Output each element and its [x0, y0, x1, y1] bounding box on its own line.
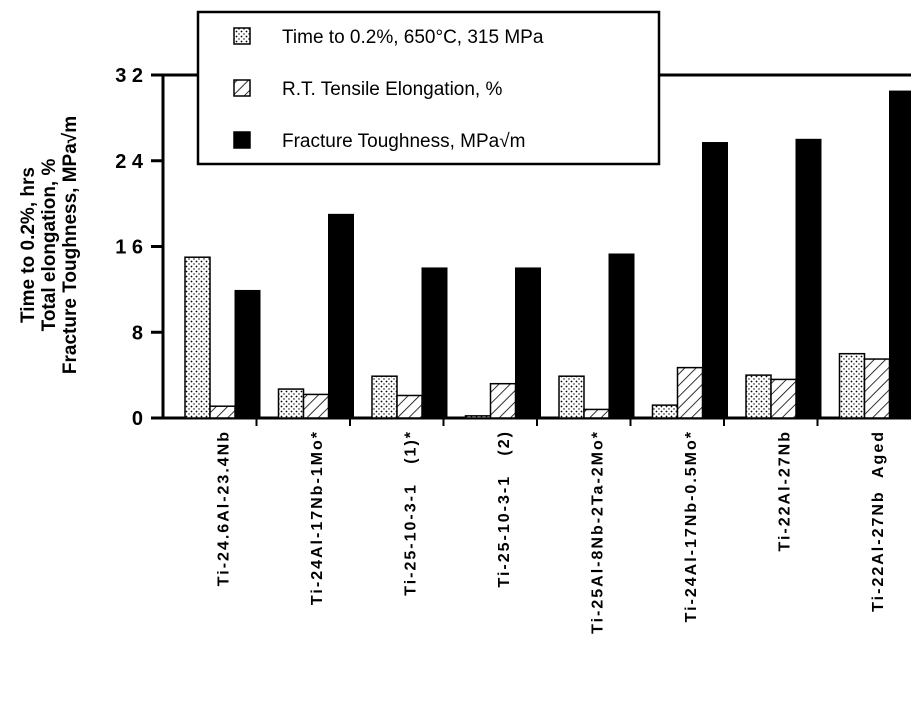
bar-tensile-elongation	[396, 394, 423, 419]
legend-label-elongation: R.T. Tensile Elongation, %	[282, 79, 502, 100]
y-axis-label: Time to 0.2%, hrs Total elongation, % Fr…	[18, 116, 81, 374]
bar-fracture-toughness	[234, 289, 261, 419]
bar-tensile-elongation	[489, 382, 517, 419]
x-tick-label: Ti-25-10-3-1 (2)	[496, 430, 513, 588]
bar-time-to-0.2	[371, 375, 398, 419]
bar-fracture-toughness	[889, 90, 911, 419]
y-tick-label: 0	[132, 408, 143, 430]
legend-box	[196, 10, 661, 166]
bar-time-to-0.2	[745, 374, 772, 419]
y-axis-label-line-3: Fracture Toughness, MPa√m	[60, 116, 81, 374]
bar-time-to-0.2	[651, 404, 679, 419]
x-tick-label: Ti-22Al-27Nb Aged	[870, 430, 887, 612]
legend-swatch-hatched	[233, 79, 251, 97]
bar-time-to-0.2	[838, 352, 866, 419]
bar-tensile-elongation	[863, 358, 891, 419]
bar-fracture-toughness	[328, 213, 354, 419]
y-tick-label: 3 2	[115, 65, 143, 87]
bar-fracture-toughness	[795, 138, 822, 419]
x-tick-label: Ti-24Al-17Nb-1Mo*	[309, 430, 326, 605]
x-axis-labels: Ti-24.6Al-23.4Nb Ti-24Al-17Nb-1Mo* Ti-25-1…	[216, 430, 888, 634]
legend: Time to 0.2%, 650°C, 315 MPa R.T. Tensil…	[196, 10, 661, 166]
legend-swatch-dotted	[233, 27, 251, 45]
x-tick-label: Ti-25Al-8Nb-2Ta-2Mo*	[590, 430, 607, 634]
bar-fracture-toughness	[421, 267, 448, 419]
bar-time-to-0.2	[464, 415, 492, 419]
bars	[184, 90, 911, 426]
y-tick-label: 8	[132, 322, 143, 344]
bar-fracture-toughness	[608, 253, 635, 419]
bar-tensile-elongation	[770, 378, 797, 419]
x-tick-label: Ti-24.6Al-23.4Nb	[216, 430, 233, 586]
y-axis-label-line-1: Time to 0.2%, hrs	[18, 167, 39, 323]
y-axis-label-line-2: Total elongation, %	[39, 159, 60, 332]
bar-time-to-0.2	[558, 375, 585, 419]
y-tick-label: 1 6	[115, 237, 143, 259]
bar-fracture-toughness	[702, 142, 728, 419]
x-tick-label: Ti-25-10-3-1 (1)*	[403, 430, 420, 596]
bar-time-to-0.2	[277, 388, 305, 419]
bar-fracture-toughness	[515, 267, 541, 419]
bar-tensile-elongation	[583, 408, 610, 419]
y-axis-ticks: 0 8 1 6 2 4 3 2	[115, 65, 163, 430]
bar-tensile-elongation	[676, 366, 704, 419]
x-tick-label: Ti-22Al-27Nb	[777, 430, 794, 552]
legend-label-time: Time to 0.2%, 650°C, 315 MPa	[282, 27, 544, 48]
y-tick-label: 2 4	[115, 151, 144, 173]
bar-tensile-elongation	[209, 405, 236, 419]
x-tick-label: Ti-24Al-17Nb-0.5Mo*	[683, 430, 700, 622]
legend-swatch-solid	[233, 131, 251, 149]
legend-label-toughness: Fracture Toughness, MPa√m	[282, 131, 525, 152]
bar-tensile-elongation	[302, 393, 330, 419]
bar-time-to-0.2	[184, 256, 211, 419]
